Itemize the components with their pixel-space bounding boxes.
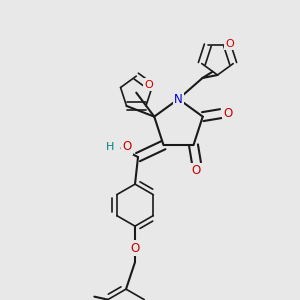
Text: H: H (106, 142, 114, 152)
Text: O: O (192, 164, 201, 177)
Text: N: N (174, 92, 183, 106)
Text: O: O (224, 107, 233, 120)
Text: O: O (122, 140, 131, 153)
Text: O: O (145, 80, 153, 89)
Text: O: O (226, 39, 235, 49)
Text: O: O (130, 242, 140, 254)
